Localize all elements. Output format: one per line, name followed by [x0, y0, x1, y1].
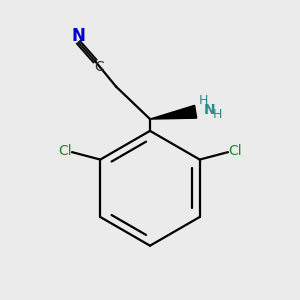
- Polygon shape: [150, 105, 197, 119]
- Text: C: C: [94, 60, 104, 74]
- Text: H: H: [213, 108, 222, 121]
- Text: H: H: [198, 94, 208, 107]
- Text: Cl: Cl: [58, 144, 72, 158]
- Text: Cl: Cl: [228, 144, 242, 158]
- Text: N: N: [72, 27, 86, 45]
- Text: N: N: [204, 103, 215, 117]
